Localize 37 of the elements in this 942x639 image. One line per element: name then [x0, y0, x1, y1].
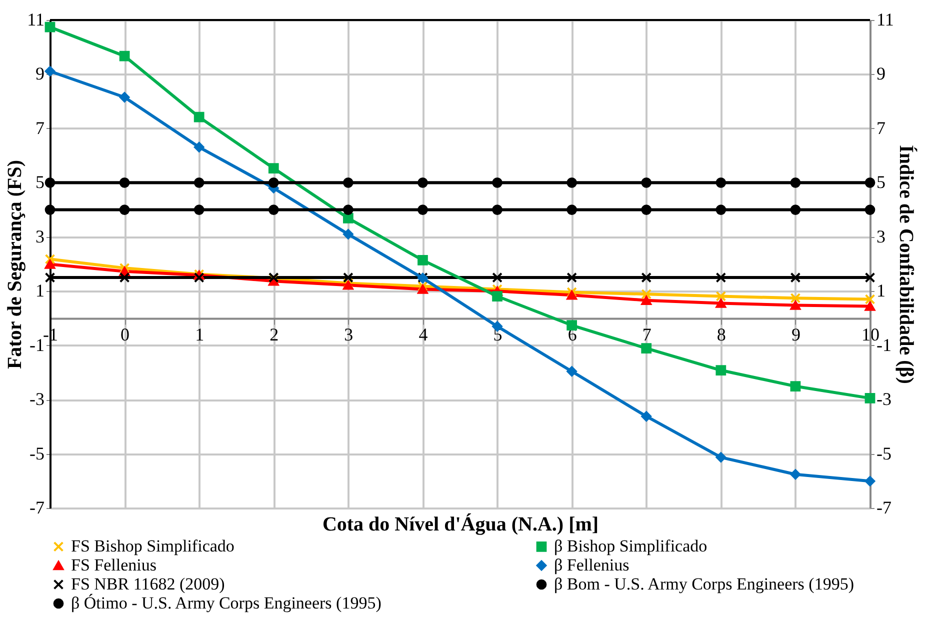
y-tick-label: 5 — [36, 172, 44, 192]
y-tick-label: -3 — [30, 389, 44, 410]
legend-label: FS NBR 11682 (2009) — [71, 574, 225, 594]
legend-label: β Ótimo - U.S. Army Corps Engineers (1995) — [71, 594, 382, 612]
y-tick-label: -5 — [30, 443, 44, 464]
y2-tick-label: 3 — [876, 226, 886, 246]
y2-tick-label: -3 — [876, 389, 892, 410]
x-tick-label: 4 — [418, 324, 428, 345]
y-tick-label: 1 — [36, 280, 44, 301]
x-tick-label: 0 — [120, 324, 130, 345]
legend-label: β Bishop Simplificado — [554, 536, 708, 556]
x-tick-label: 8 — [716, 324, 726, 345]
x-axis-title: Cota do Nível d'Água (N.A.) [m] — [322, 512, 599, 536]
x-tick-label: 7 — [642, 324, 652, 345]
y-tick-label: 11 — [27, 10, 44, 30]
y2-tick-label: 11 — [876, 10, 894, 30]
x-tick-label: 2 — [270, 324, 279, 345]
legend-label: β Fellenius — [554, 556, 630, 574]
legend-label: FS Fellenius — [71, 556, 156, 574]
y-tick-label: 3 — [36, 226, 44, 246]
y2-axis-title: Índice de Confiabilidade (β) — [894, 145, 918, 384]
y2-tick-label: 5 — [876, 172, 886, 192]
y2-tick-label: 9 — [876, 64, 886, 84]
y2-tick-label: -7 — [876, 498, 892, 518]
y2-tick-label: 7 — [876, 118, 886, 138]
y-tick-label: 7 — [36, 118, 44, 138]
x-tick-label: 9 — [791, 324, 800, 345]
y-tick-label: -7 — [30, 498, 44, 518]
y2-tick-label: 1 — [876, 280, 886, 301]
x-tick-label: 3 — [344, 324, 354, 345]
legend-label: β Bom - U.S. Army Corps Engineers (1995) — [554, 574, 854, 594]
legend-label: FS Bishop Simplificado — [71, 536, 234, 556]
y-tick-label: 9 — [36, 64, 44, 84]
x-tick-label: 10 — [862, 324, 880, 345]
y2-tick-label: -5 — [876, 443, 892, 464]
x-tick-label: 1 — [195, 324, 204, 345]
y-axis-title: Fator de Segurança (FS) — [4, 160, 26, 370]
